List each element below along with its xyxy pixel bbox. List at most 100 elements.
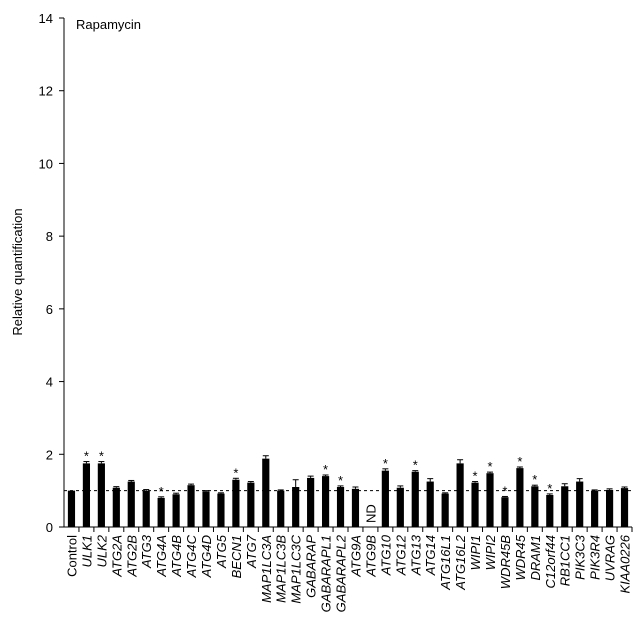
bar bbox=[336, 487, 345, 527]
bar bbox=[202, 491, 210, 527]
bar bbox=[561, 486, 569, 527]
category-label: ATG7 bbox=[244, 534, 259, 569]
category-label: PIK3C3 bbox=[573, 534, 588, 580]
y-tick-label: 8 bbox=[46, 229, 53, 244]
bar bbox=[381, 470, 389, 527]
significance-marker: * bbox=[532, 472, 537, 487]
significance-marker: * bbox=[159, 484, 164, 499]
bar bbox=[516, 468, 524, 527]
category-label: ATG4B bbox=[169, 535, 184, 578]
significance-marker: * bbox=[487, 459, 492, 474]
category-label: C12orf44 bbox=[543, 535, 558, 588]
not-detected-label: ND bbox=[363, 504, 378, 523]
bar bbox=[67, 490, 76, 527]
bar bbox=[127, 481, 135, 527]
bar bbox=[187, 485, 195, 527]
category-label: ULK2 bbox=[94, 534, 109, 567]
bar bbox=[441, 493, 449, 527]
category-label: ATG14 bbox=[423, 535, 438, 576]
category-label: KIAA0226 bbox=[618, 534, 633, 593]
category-label: ATG2B bbox=[124, 535, 139, 578]
bar bbox=[112, 487, 120, 527]
category-label: ATG12 bbox=[393, 534, 408, 576]
bar bbox=[247, 482, 255, 527]
significance-marker: * bbox=[413, 458, 418, 473]
category-label: ATG16L1 bbox=[438, 535, 453, 591]
significance-marker: * bbox=[383, 456, 388, 471]
bar bbox=[217, 493, 225, 527]
category-label: MAP1LC3B bbox=[274, 535, 289, 603]
bar bbox=[411, 471, 419, 527]
category-label: UVRAG bbox=[603, 535, 618, 581]
bar bbox=[456, 463, 464, 527]
bar bbox=[142, 490, 150, 527]
y-tick-label: 12 bbox=[39, 84, 53, 99]
bar bbox=[321, 476, 330, 527]
category-label: GABARAP bbox=[304, 535, 319, 598]
category-label: MAP1LC3A bbox=[259, 535, 274, 603]
category-label: Control bbox=[64, 535, 79, 577]
category-label: WIPI2 bbox=[483, 534, 498, 570]
category-label: ATG4C bbox=[184, 534, 199, 578]
category-label: GABARAPL2 bbox=[334, 534, 349, 612]
bar bbox=[576, 481, 584, 527]
category-label: BECN1 bbox=[229, 535, 244, 578]
bar bbox=[531, 486, 539, 527]
bar bbox=[277, 490, 285, 527]
category-label: ATG10 bbox=[378, 534, 393, 576]
category-label: MAP1LC3C bbox=[289, 534, 304, 603]
bar bbox=[157, 497, 165, 527]
significance-marker: * bbox=[233, 465, 238, 480]
y-tick-label: 2 bbox=[46, 447, 53, 462]
bar bbox=[591, 490, 599, 527]
category-label: ATG9B bbox=[363, 535, 378, 578]
y-tick-label: 4 bbox=[46, 375, 53, 390]
category-label: ATG16L2 bbox=[453, 534, 468, 590]
significance-marker: * bbox=[517, 454, 522, 469]
category-label: ATG9A bbox=[348, 535, 363, 578]
bar bbox=[82, 463, 91, 527]
bar bbox=[471, 482, 479, 527]
bar bbox=[605, 489, 614, 527]
significance-marker: * bbox=[84, 449, 89, 464]
y-tick-label: 0 bbox=[46, 520, 53, 535]
category-label: GABARAPL1 bbox=[319, 535, 334, 612]
category-label: ULK1 bbox=[79, 535, 94, 568]
bar bbox=[426, 481, 434, 527]
category-label: PIK3R4 bbox=[588, 535, 603, 580]
y-axis-label: Relative quantification bbox=[10, 208, 25, 335]
bar bbox=[546, 495, 554, 527]
chart-annotation: Rapamycin bbox=[76, 17, 141, 32]
category-label: ATG4A bbox=[154, 535, 169, 578]
bar bbox=[396, 487, 404, 527]
significance-marker: * bbox=[547, 481, 552, 496]
significance-marker: * bbox=[323, 462, 328, 477]
bar bbox=[501, 497, 509, 527]
bar bbox=[292, 487, 300, 527]
category-label: RB1CC1 bbox=[558, 535, 573, 586]
significance-marker: * bbox=[338, 473, 343, 488]
bar bbox=[232, 479, 240, 527]
significance-marker: * bbox=[99, 449, 104, 464]
significance-marker: * bbox=[473, 469, 478, 484]
y-tick-label: 6 bbox=[46, 302, 53, 317]
category-label: ATG13 bbox=[408, 534, 423, 576]
category-label: ATG2A bbox=[109, 535, 124, 578]
bar bbox=[486, 473, 494, 527]
bar bbox=[307, 477, 315, 527]
category-label: WDR45 bbox=[513, 534, 528, 580]
y-tick-label: 10 bbox=[39, 156, 53, 171]
bar bbox=[262, 458, 270, 527]
category-label: WIPI1 bbox=[468, 535, 483, 570]
bar bbox=[351, 488, 360, 527]
category-label: WDR45B bbox=[498, 535, 513, 590]
category-label: DRAM1 bbox=[528, 535, 543, 581]
bar bbox=[620, 488, 629, 527]
bar bbox=[97, 463, 105, 527]
category-label: ATG5 bbox=[214, 534, 229, 569]
category-label: ATG3 bbox=[139, 534, 154, 569]
category-label: ATG4D bbox=[199, 535, 214, 578]
y-tick-label: 14 bbox=[39, 11, 53, 26]
bar bbox=[172, 494, 180, 527]
